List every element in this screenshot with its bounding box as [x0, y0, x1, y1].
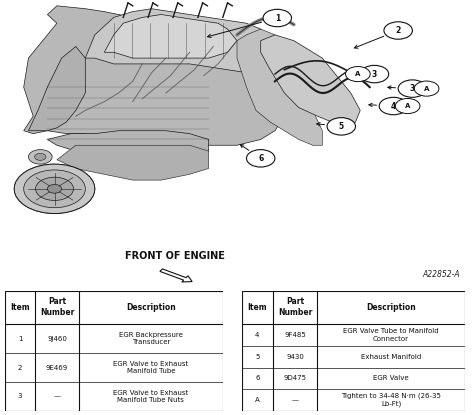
Polygon shape	[104, 15, 237, 58]
Text: 3: 3	[372, 70, 377, 78]
Circle shape	[379, 98, 408, 115]
Text: Description: Description	[126, 303, 176, 312]
Text: EGR Valve to Exhaust
Manifold Tube: EGR Valve to Exhaust Manifold Tube	[113, 361, 189, 374]
Circle shape	[395, 98, 420, 114]
Text: 2: 2	[395, 26, 401, 35]
Circle shape	[35, 154, 46, 160]
Circle shape	[414, 81, 439, 96]
Text: A22852-A: A22852-A	[422, 270, 460, 279]
Text: 2: 2	[18, 364, 22, 371]
Circle shape	[14, 164, 95, 213]
Polygon shape	[85, 9, 275, 73]
Text: A: A	[424, 85, 429, 92]
Circle shape	[360, 65, 389, 83]
Circle shape	[47, 184, 62, 193]
Text: 9D475: 9D475	[284, 375, 307, 381]
Text: EGR Valve: EGR Valve	[373, 375, 409, 381]
Polygon shape	[57, 145, 209, 180]
Text: A: A	[405, 103, 410, 109]
Text: EGR Valve to Exhaust
Manifold Tube Nuts: EGR Valve to Exhaust Manifold Tube Nuts	[113, 390, 189, 403]
Text: EGR Valve Tube to Manifold
Connector: EGR Valve Tube to Manifold Connector	[343, 328, 439, 342]
Text: Description: Description	[366, 303, 416, 312]
Circle shape	[246, 149, 275, 167]
Polygon shape	[261, 35, 360, 128]
Text: —: —	[292, 397, 299, 403]
Text: 3: 3	[18, 393, 22, 399]
Text: 9430: 9430	[286, 354, 304, 360]
Text: Part
Number: Part Number	[40, 297, 74, 317]
Text: Exhaust Manifold: Exhaust Manifold	[361, 354, 421, 360]
Text: 3: 3	[410, 84, 415, 93]
Circle shape	[398, 80, 427, 97]
Text: 5: 5	[339, 122, 344, 131]
Text: 6: 6	[258, 154, 264, 163]
Circle shape	[28, 149, 52, 164]
Text: 4: 4	[391, 102, 396, 110]
Polygon shape	[237, 29, 322, 145]
Text: EGR Backpressure
Transducer: EGR Backpressure Transducer	[119, 332, 183, 345]
Text: Item: Item	[247, 303, 267, 312]
Text: 6: 6	[255, 375, 260, 381]
Text: A: A	[255, 397, 260, 403]
Circle shape	[384, 22, 412, 39]
Circle shape	[346, 66, 370, 82]
Text: 9J460: 9J460	[47, 336, 67, 342]
Circle shape	[327, 118, 356, 135]
Text: Item: Item	[10, 303, 30, 312]
Text: 9E469: 9E469	[46, 364, 68, 371]
Text: A: A	[355, 71, 361, 77]
Text: 5: 5	[255, 354, 260, 360]
FancyArrow shape	[160, 269, 192, 282]
Text: Tighten to 34-48 N·m (26-35
Lb-Ft): Tighten to 34-48 N·m (26-35 Lb-Ft)	[341, 393, 441, 407]
Text: 4: 4	[255, 332, 260, 338]
Circle shape	[263, 9, 292, 27]
Text: FRONT OF ENGINE: FRONT OF ENGINE	[126, 251, 225, 261]
Circle shape	[36, 177, 73, 200]
Text: 1: 1	[18, 336, 22, 342]
Text: Part
Number: Part Number	[278, 297, 312, 317]
Polygon shape	[47, 131, 209, 163]
Polygon shape	[24, 6, 294, 145]
Polygon shape	[28, 46, 85, 131]
Text: 9F485: 9F485	[284, 332, 306, 338]
Text: —: —	[54, 393, 61, 399]
Text: 1: 1	[274, 14, 280, 22]
Circle shape	[24, 170, 85, 208]
